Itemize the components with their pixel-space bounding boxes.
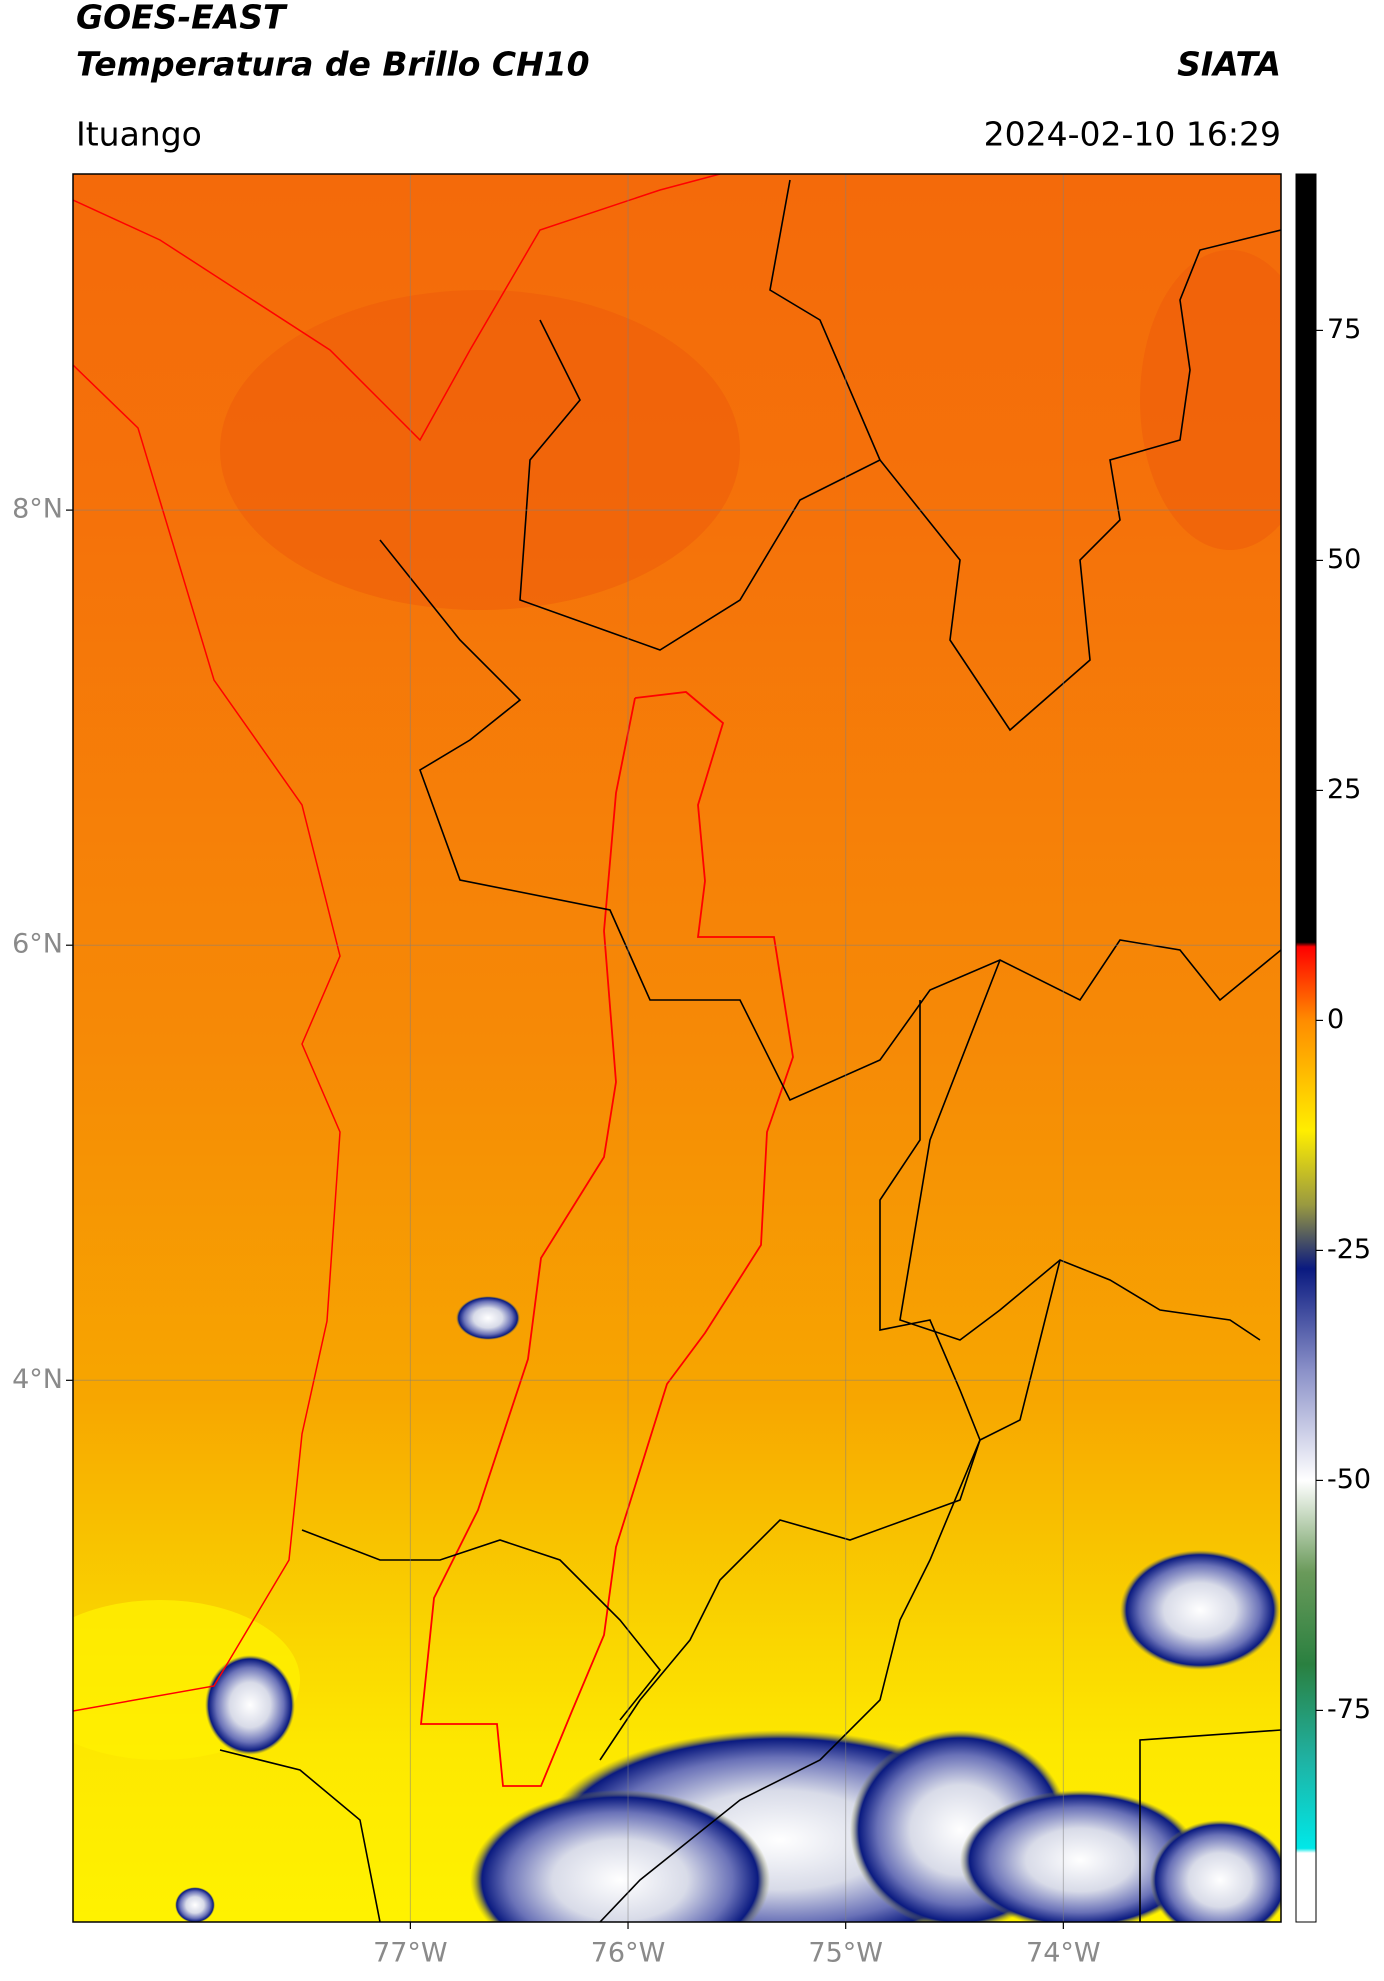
coastline	[73, 174, 721, 442]
colorbar	[1295, 173, 1317, 1923]
cloud	[175, 1887, 215, 1922]
colorbar-tick-label: -75	[1327, 1694, 1371, 1725]
subtitle: Temperatura de Brillo CH10	[76, 45, 590, 84]
lon-tick-label: 76°W	[591, 1938, 666, 1969]
warm-area	[220, 290, 740, 610]
lon-tick-label: 77°W	[373, 1938, 448, 1969]
datetime: 2024-02-10 16:29	[984, 115, 1281, 154]
lon-tick-label: 74°W	[1026, 1938, 1101, 1969]
border	[599, 1259, 1061, 1922]
colorbar-tick-label: 50	[1327, 544, 1361, 575]
cloud	[1150, 1820, 1281, 1922]
cloud	[470, 1790, 770, 1922]
cloud	[205, 1655, 295, 1755]
lat-tick-label: 6°N	[12, 929, 63, 960]
border	[879, 229, 1281, 732]
region-outline	[420, 691, 794, 1787]
lat-tick-label: 4°N	[12, 1364, 63, 1395]
cloud	[1120, 1550, 1280, 1670]
border	[1139, 1729, 1281, 1922]
borders	[219, 179, 1281, 1922]
warm-area	[1140, 250, 1281, 550]
source: SIATA	[1177, 45, 1281, 84]
location: Ituango	[76, 115, 202, 154]
title: GOES-EAST	[76, 0, 288, 37]
colorbar-tick-label: 0	[1327, 1004, 1344, 1035]
colorbar-tick-label: 75	[1327, 314, 1361, 345]
colorbar-tick-label: 25	[1327, 774, 1361, 805]
border	[899, 959, 1261, 1341]
colorbar-tick-label: -25	[1327, 1234, 1371, 1265]
border	[379, 539, 1281, 1102]
colorbar-tick-label: -50	[1327, 1464, 1371, 1495]
coastline	[73, 364, 341, 1712]
map-frame	[72, 173, 1282, 1923]
lon-tick-label: 75°W	[808, 1938, 883, 1969]
border	[519, 179, 882, 651]
border	[599, 1000, 981, 1761]
lat-tick-label: 8°N	[12, 494, 63, 525]
map	[73, 174, 1281, 1922]
border	[219, 1749, 381, 1922]
border	[301, 1529, 662, 1721]
cloud	[456, 1296, 520, 1340]
